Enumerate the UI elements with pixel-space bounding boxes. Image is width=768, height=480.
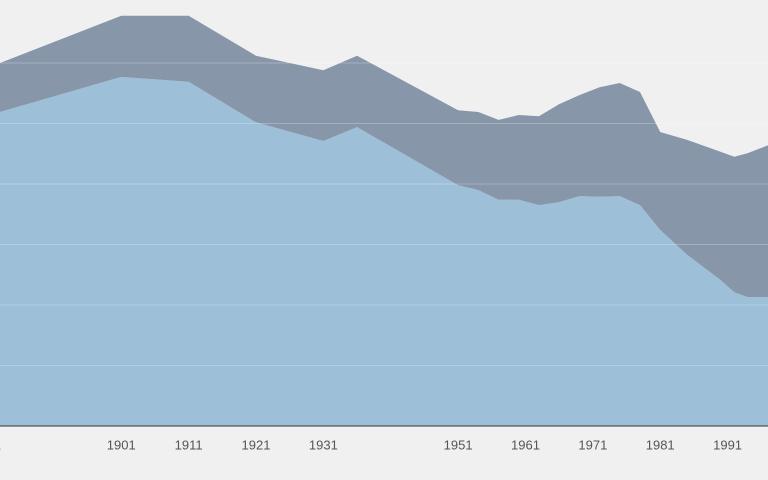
x-tick-label: 1881 bbox=[0, 437, 1, 452]
x-tick-label: 1901 bbox=[107, 437, 136, 452]
x-tick-label: 1951 bbox=[444, 437, 473, 452]
x-tick-label: 1931 bbox=[309, 437, 338, 452]
x-tick-label: 1911 bbox=[175, 437, 203, 452]
area bbox=[0, 15, 768, 298]
x-tick-label: 1991 bbox=[713, 437, 742, 452]
x-tick-label: 1981 bbox=[646, 437, 675, 452]
area bbox=[0, 76, 768, 426]
x-tick-label: 1971 bbox=[578, 437, 607, 452]
x-tick-label: 1961 bbox=[511, 437, 540, 452]
x-tick-label: 1921 bbox=[242, 437, 271, 452]
